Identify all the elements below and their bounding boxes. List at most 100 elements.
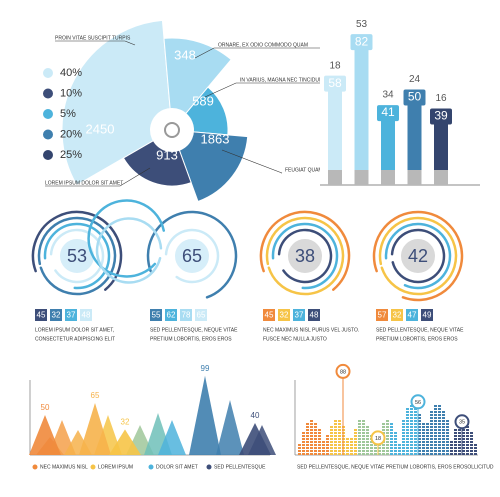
eq-dash [338,429,341,431]
gauge-caption: PRETIUM LOBORTIS, EROS EROS [376,336,458,342]
column-tube [354,43,369,185]
eq-dash [434,411,437,413]
eq-dash [370,447,373,449]
eq-dash [430,447,433,449]
box-number: 78 [182,311,191,320]
eq-dash [402,432,405,434]
eq-dash [338,444,341,446]
eq-dash [314,447,317,449]
eq-dash [346,453,349,455]
eq-dash [358,426,361,428]
eq-dash [370,444,373,446]
gauge-caption: SED PELLENTESQUE, NEQUE VITAE [150,327,238,333]
sector-value: 348 [174,47,196,62]
box-number: 55 [152,311,161,320]
eq-dash [306,435,309,437]
eq-dash [394,453,397,455]
marker-value: 88 [340,369,346,375]
eq-dash [462,438,465,440]
sector-label: PROIN VITAE SUSCIPIT TURPIS [55,35,131,41]
eq-dash [406,411,409,413]
eq-dash [418,444,421,446]
eq-dash [410,417,413,419]
peak-label: 50 [41,403,50,412]
eq-dash [302,438,305,440]
eq-dash [410,429,413,431]
eq-dash [330,438,333,440]
column-base [434,170,448,185]
eq-dash [298,453,301,455]
eq-dash [426,444,429,446]
eq-dash [394,447,397,449]
eq-dash [382,450,385,452]
eq-dash [362,426,365,428]
eq-dash [466,426,469,428]
eq-dash [414,411,417,413]
eq-dash [386,444,389,446]
gauge-core [58,237,96,275]
eq-dash [402,444,405,446]
eq-dash [330,450,333,452]
eq-dash [426,429,429,431]
eq-dash [466,441,469,443]
eq-dash [442,453,445,455]
eq-dash [386,450,389,452]
box-number: 37 [67,311,76,320]
eq-dash [310,450,313,452]
leader-line [194,47,338,59]
eq-dash [414,450,417,452]
eq-dash [446,420,449,422]
eq-dash [390,447,393,449]
peak-label: 99 [201,364,210,373]
eq-dash [458,441,461,443]
number-box [391,309,403,321]
eq-dash [410,447,413,449]
eq-dash [390,426,393,428]
eq-dash [438,423,441,425]
gauge-arc [372,210,464,302]
legend-dot [43,150,53,160]
eq-dash [386,432,389,434]
eq-dash [438,438,441,440]
eq-dash [362,423,365,425]
eq-dash [430,444,433,446]
eq-dash [314,438,317,440]
eq-dash [466,450,469,452]
sector-value: 1863 [201,131,230,146]
column-top: 18 [329,60,341,71]
eq-dash [358,432,361,434]
eq-dash [334,420,337,422]
eq-dash [362,444,365,446]
eq-dash [310,441,313,443]
eq-dash [438,408,441,410]
eq-dash [362,420,365,422]
eq-dash [306,447,309,449]
eq-dash [442,429,445,431]
eq-dash [338,435,341,437]
eq-dash [398,450,401,452]
eq-dash [454,447,457,449]
eq-dash [310,426,313,428]
eq-dash [442,414,445,416]
eq-dash [410,432,413,434]
number-box [278,309,290,321]
eq-dash [394,450,397,452]
eq-dash [338,420,341,422]
column-base [381,170,395,185]
leader-line [221,149,283,174]
eq-dash [382,453,385,455]
eq-dash [302,444,305,446]
eq-dash [434,420,437,422]
eq-dash [458,435,461,437]
eq-dash [366,426,369,428]
eq-dash [298,447,301,449]
column-top: 34 [382,90,394,101]
eq-dash [366,438,369,440]
eq-dash [334,450,337,452]
eq-dash [406,432,409,434]
legend-label: SED PELLENTESQUE [214,464,266,470]
gauge-arc [277,228,333,284]
eq-dash [306,429,309,431]
eq-dash [434,447,437,449]
